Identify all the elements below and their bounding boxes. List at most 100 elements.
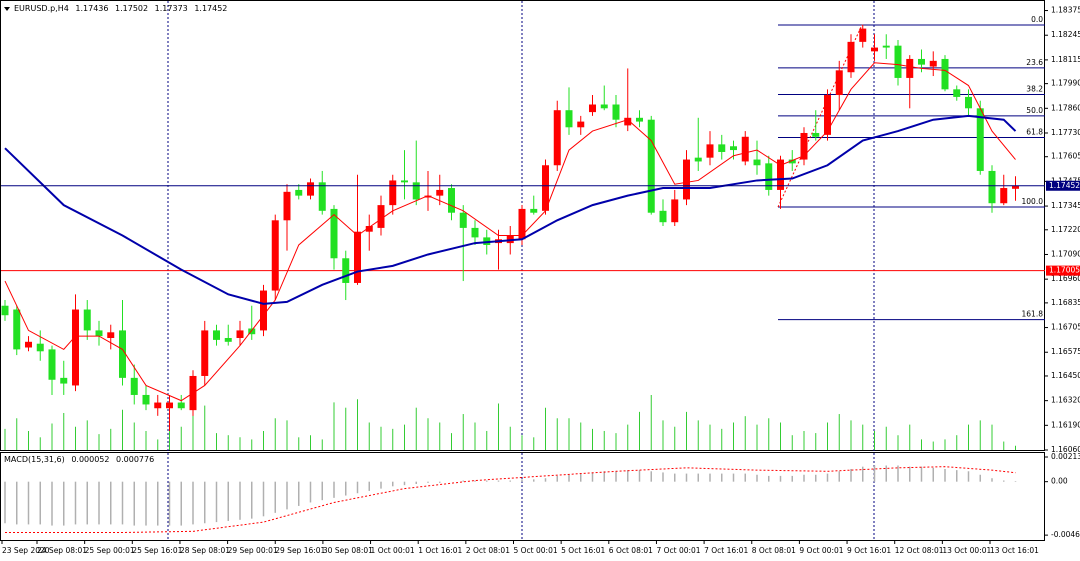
- y-tick-label: 1.16705: [1051, 323, 1080, 332]
- candle-body: [389, 180, 397, 206]
- candle-body: [530, 208, 538, 213]
- x-tick-label: 5 Oct 16:01: [561, 546, 606, 555]
- bid-label: 1.17452: [1049, 181, 1080, 190]
- x-tick-label: 25 Sep 16:01: [132, 546, 183, 555]
- macd-label: MACD(15,31,6): [4, 455, 65, 464]
- candle-body: [95, 330, 103, 337]
- fib-label: 0.0: [1031, 15, 1043, 24]
- candle-body: [213, 330, 220, 340]
- x-tick-label: 23 Sep 2020: [2, 546, 50, 555]
- candle-body: [83, 309, 91, 331]
- candle-body: [976, 108, 984, 171]
- y-tick-label: 1.17220: [1051, 225, 1080, 234]
- moving-average: [4, 114, 1017, 305]
- x-tick-label: 30 Sep 08:01: [322, 546, 373, 555]
- low-value: 1.17373: [154, 4, 188, 13]
- y-tick-label: 1.17730: [1051, 128, 1080, 137]
- candle-body: [36, 343, 44, 352]
- y-tick-label: 1.16835: [1051, 298, 1080, 307]
- y-tick-label: 1.18245: [1051, 30, 1080, 39]
- x-tick-label: 1 Oct 00:01: [370, 546, 415, 555]
- x-tick-label: 1 Oct 16:01: [418, 546, 463, 555]
- candle-body: [847, 41, 855, 73]
- candle-body: [436, 189, 444, 196]
- close-value: 1.17452: [194, 4, 228, 13]
- x-tick-label: 29 Sep 16:01: [275, 546, 326, 555]
- macd-tick-label: 0.002137: [1051, 452, 1080, 461]
- candle-body: [882, 45, 890, 48]
- candle-body: [342, 258, 350, 283]
- x-tick-label: 13 Oct 16:01: [990, 546, 1039, 555]
- candle-body: [424, 195, 432, 198]
- x-tick-label: 24 Sep 08:01: [37, 546, 88, 555]
- candle-body: [553, 110, 561, 166]
- x-tick-label: 7 Oct 16:01: [704, 546, 749, 555]
- candle-body: [577, 121, 585, 128]
- macd-value: 0.000052: [71, 455, 110, 464]
- candle-body: [142, 394, 150, 405]
- level-label: 1.17005: [1049, 266, 1080, 275]
- candle-body: [600, 104, 608, 109]
- candle-body: [835, 70, 843, 96]
- candle-body: [1000, 188, 1008, 204]
- candle-body: [636, 117, 643, 122]
- moving-average: [4, 62, 1016, 402]
- y-tick-label: 1.17345: [1051, 201, 1080, 210]
- y-tick-label: 1.18375: [1051, 6, 1080, 15]
- candle-body: [718, 144, 726, 152]
- candle-body: [518, 208, 526, 240]
- menu-arrow[interactable]: [4, 7, 10, 11]
- candle-body: [671, 199, 679, 223]
- y-tick-label: 1.17990: [1051, 79, 1080, 88]
- x-tick-label: 25 Sep 00:01: [84, 546, 135, 555]
- fib-label: 38.2: [1026, 84, 1043, 93]
- high-value: 1.17502: [115, 4, 149, 13]
- candle-body: [248, 328, 256, 335]
- candle-body: [812, 132, 820, 137]
- candle-body: [953, 89, 961, 97]
- candle-body: [1012, 185, 1019, 189]
- candle-body: [788, 159, 796, 164]
- candle-body: [800, 132, 808, 160]
- candle-body: [154, 402, 162, 409]
- candle-body: [659, 210, 667, 223]
- candle-body: [401, 180, 408, 183]
- macd-tick-label: 0.00: [1051, 477, 1068, 486]
- candle-body: [307, 182, 314, 196]
- candle-body: [871, 47, 878, 52]
- candle-body: [318, 182, 326, 211]
- candle-body: [166, 402, 173, 409]
- candle-body: [941, 58, 949, 90]
- candle-body: [859, 28, 867, 42]
- candle-body: [60, 377, 68, 384]
- candle-body: [894, 45, 902, 78]
- candle-body: [612, 104, 620, 120]
- candle-body: [119, 330, 126, 378]
- candle-body: [929, 60, 937, 67]
- candle-body: [201, 330, 209, 376]
- candle-body: [471, 227, 479, 238]
- candle-body: [1, 305, 9, 316]
- bid-box: [1046, 180, 1080, 191]
- y-tick-label: 1.16060: [1051, 445, 1080, 454]
- y-tick-label: 1.17860: [1051, 103, 1080, 112]
- fib-label: 100.0: [1022, 197, 1044, 206]
- candle-body: [283, 191, 291, 221]
- candle-body: [354, 231, 361, 283]
- candle-body: [647, 119, 655, 213]
- candle-body: [824, 95, 831, 135]
- x-tick-label: 5 Oct 00:01: [513, 546, 558, 555]
- fib-label: 50.0: [1026, 106, 1043, 115]
- candle-body: [13, 309, 21, 350]
- candle-body: [236, 330, 244, 338]
- candle-body: [459, 212, 467, 228]
- macd-tick-label: -0.004628: [1051, 530, 1080, 539]
- candle-body: [730, 146, 737, 151]
- candle-body: [107, 332, 115, 338]
- candle-body: [72, 309, 79, 386]
- candle-body: [224, 338, 232, 342]
- candle-body: [130, 377, 138, 395]
- macd-header: MACD(15,31,6) 0.000052 0.000776: [4, 455, 158, 464]
